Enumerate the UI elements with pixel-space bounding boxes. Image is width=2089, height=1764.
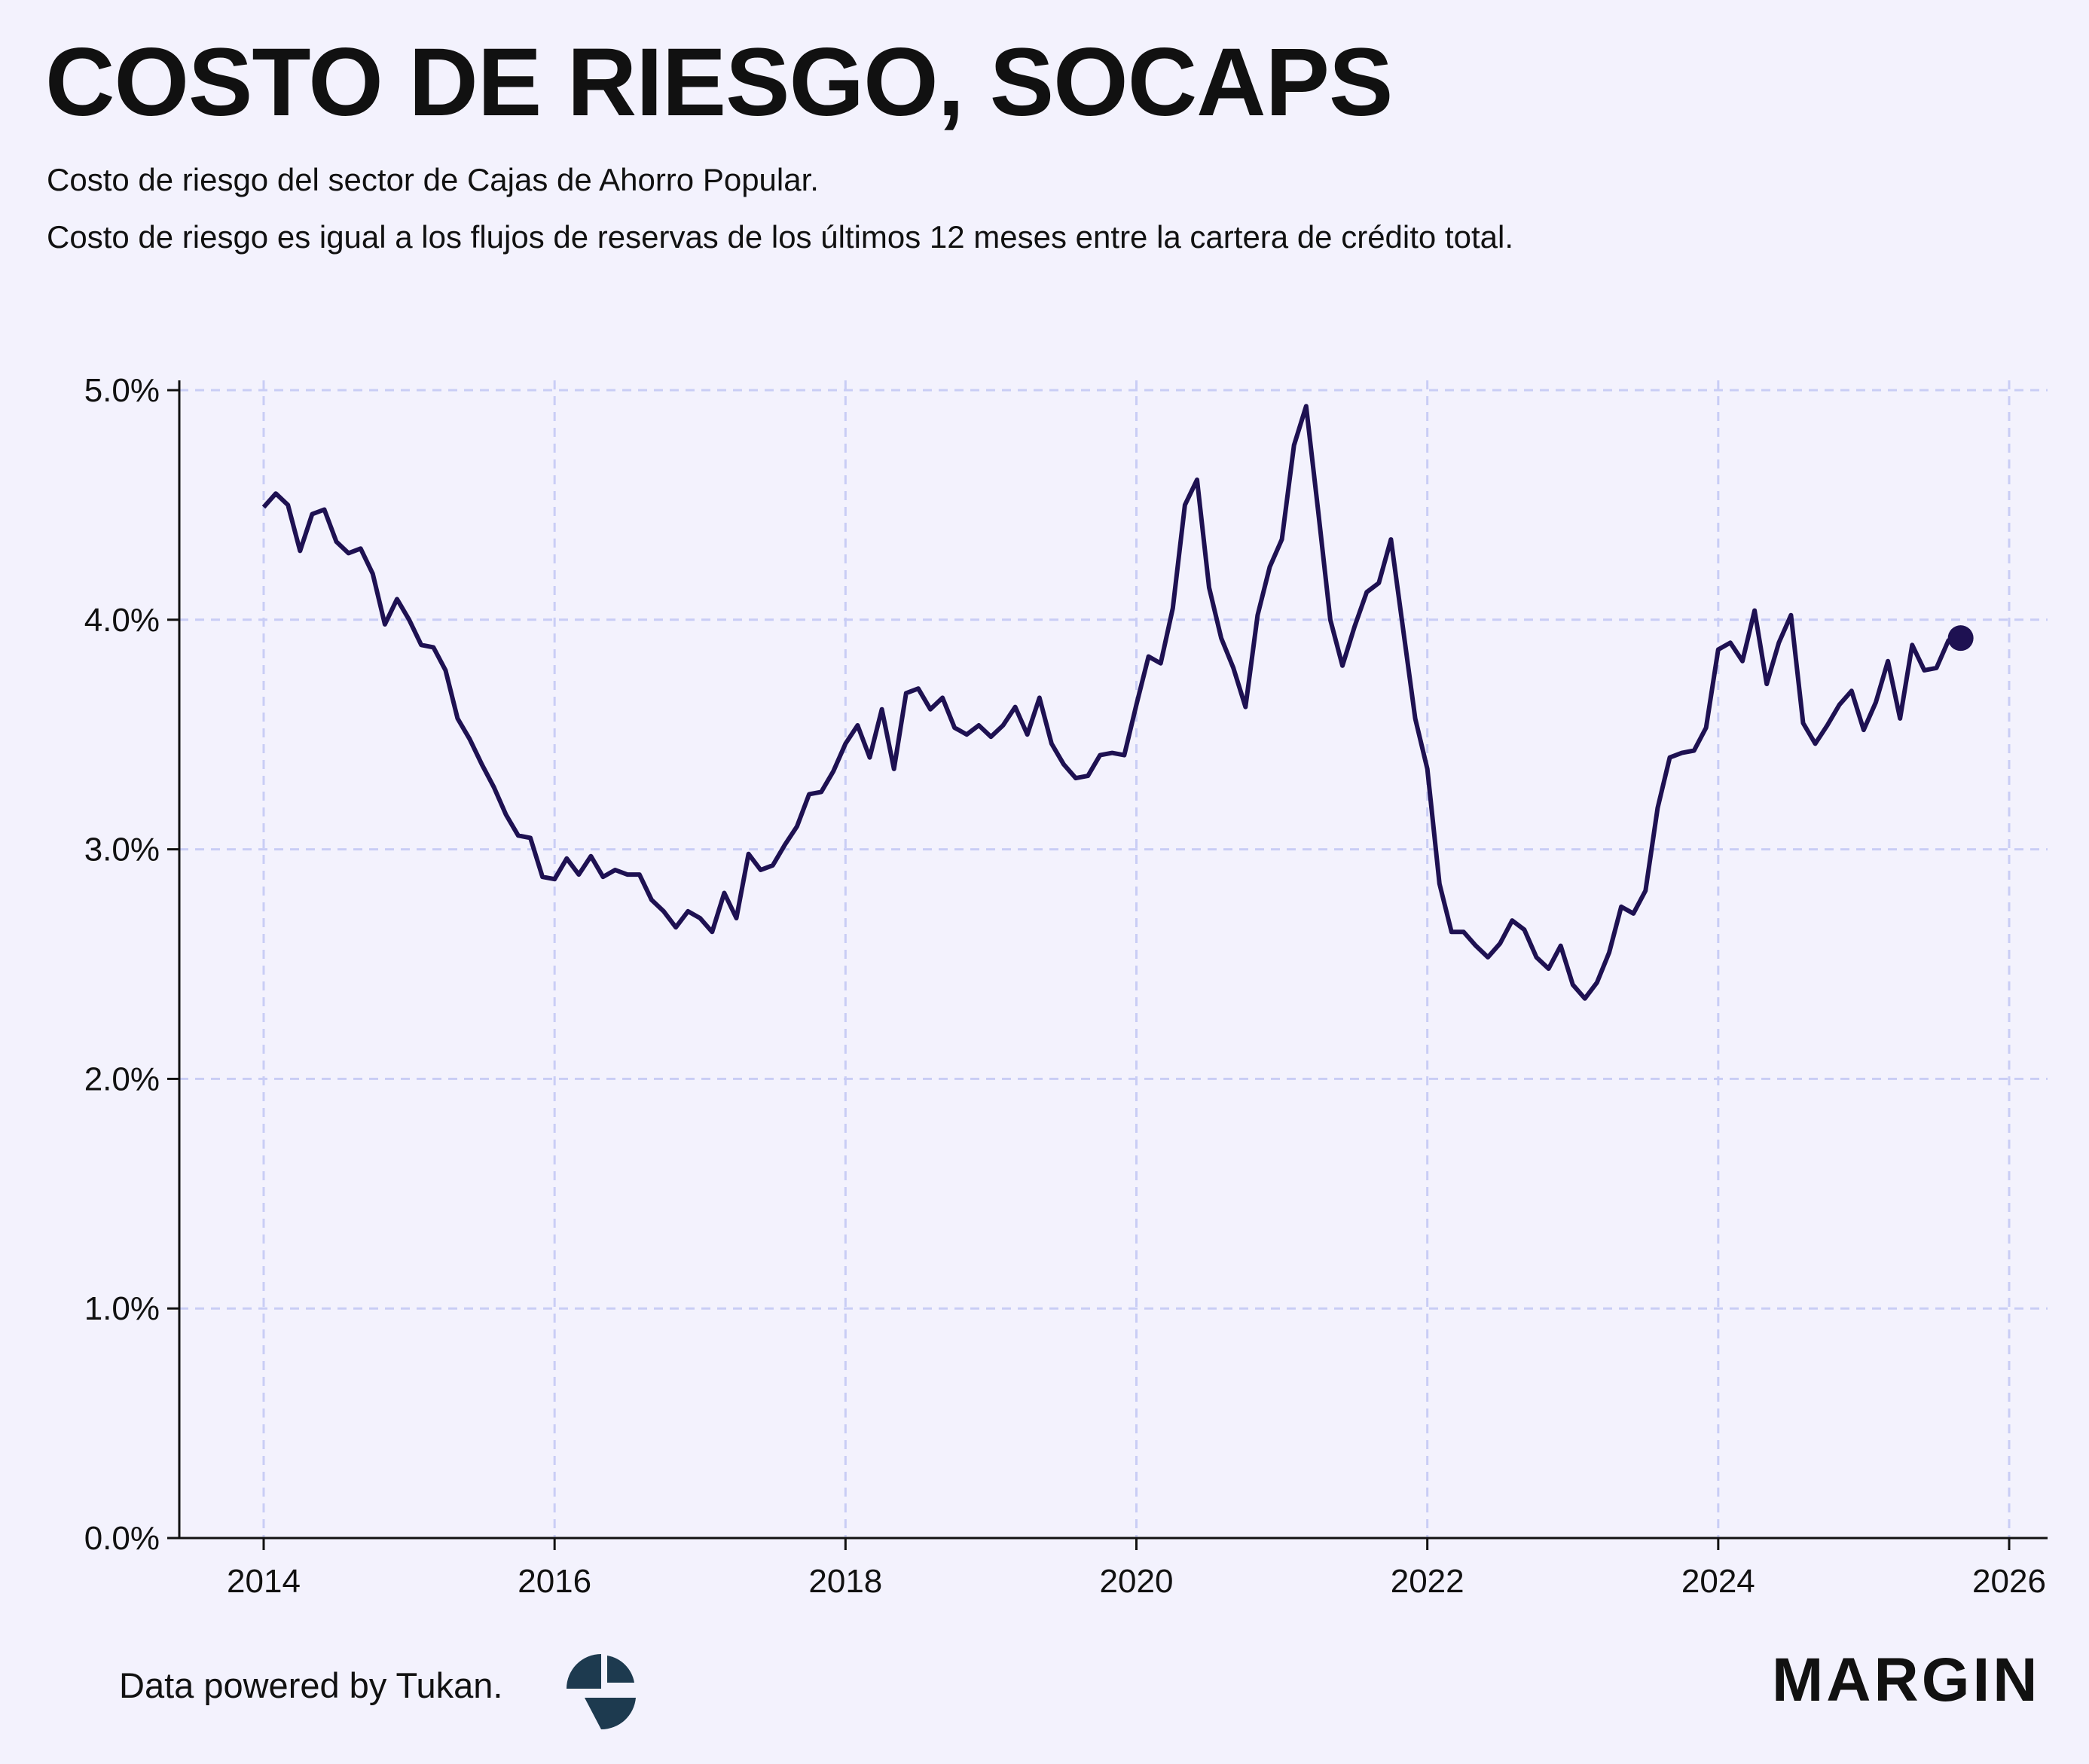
x-tick-label: 2016 [518, 1563, 591, 1600]
tick-labels: 0.0% 1.0% 2.0% 3.0% 4.0% 5.0% 2014 2016 2018 2020… [84, 372, 2046, 1600]
last-point-marker [1947, 625, 1974, 652]
x-tick-label: 2014 [227, 1563, 301, 1600]
grid-lines [179, 380, 2048, 1538]
series-line [261, 404, 1962, 1001]
margin-wordmark: MARGIN [1772, 1646, 2041, 1714]
tukan-logo-icon [567, 1654, 636, 1729]
y-tick-label: 3.0% [84, 832, 160, 868]
axes [167, 380, 2048, 1550]
y-tick-label: 0.0% [84, 1520, 160, 1557]
x-tick-label: 2026 [1972, 1563, 2046, 1600]
chart-title: COSTO DE RIESGO, SOCAPS [45, 29, 1393, 136]
chart-subtitle-line-2: Costo de riesgo es igual a los flujos de… [47, 219, 1513, 255]
series [261, 404, 1974, 1001]
x-tick-label: 2022 [1391, 1563, 1464, 1600]
x-tick-label: 2018 [808, 1563, 882, 1600]
x-tick-label: 2020 [1100, 1563, 1174, 1600]
data-credit: Data powered by Tukan. [119, 1665, 503, 1705]
y-tick-label: 5.0% [84, 372, 160, 409]
y-tick-label: 1.0% [84, 1290, 160, 1327]
chart-subtitle-line-1: Costo de riesgo del sector de Cajas de A… [47, 162, 819, 197]
y-tick-label: 2.0% [84, 1061, 160, 1097]
x-tick-label: 2024 [1681, 1563, 1755, 1600]
y-tick-label: 4.0% [84, 602, 160, 639]
